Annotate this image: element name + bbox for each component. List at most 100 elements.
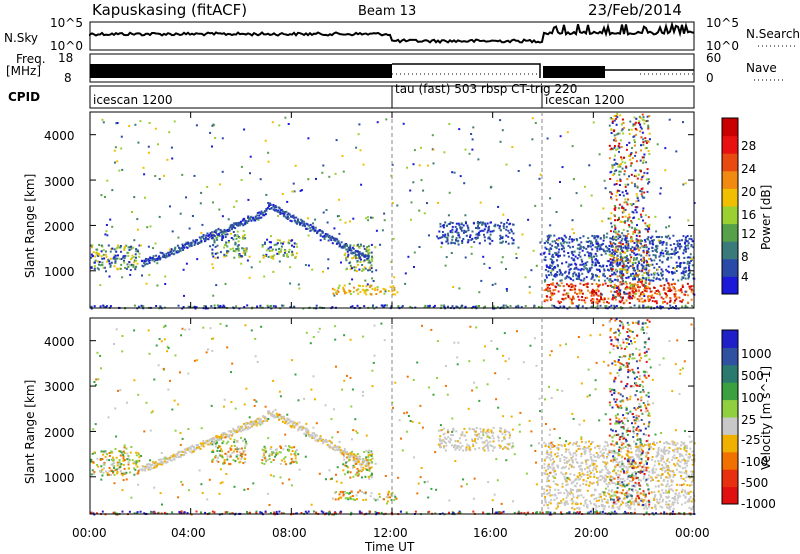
scatter-point <box>610 449 613 452</box>
scatter-point <box>605 461 608 464</box>
scatter-point <box>643 122 646 125</box>
scatter-point <box>110 450 113 453</box>
scatter-point <box>101 261 104 264</box>
scatter-point <box>624 221 626 224</box>
scatter-point <box>639 189 642 192</box>
scatter-point <box>681 454 684 457</box>
scatter-point <box>622 207 625 210</box>
scatter-point <box>676 243 679 246</box>
scatter-point <box>99 470 101 473</box>
scatter-point <box>684 246 687 249</box>
scatter-point <box>631 265 634 268</box>
scatter-point <box>606 492 609 495</box>
scatter-point <box>637 239 640 242</box>
scatter-point <box>657 274 660 276</box>
scatter-point <box>638 450 641 453</box>
scatter-point <box>606 453 609 455</box>
scatter-point <box>111 462 114 465</box>
scatter-point <box>580 452 583 455</box>
scatter-point <box>622 273 625 276</box>
scatter-point <box>670 470 673 473</box>
scatter-point <box>684 461 687 464</box>
scatter-point <box>625 257 628 260</box>
scatter-point <box>498 227 501 230</box>
scatter-point <box>275 209 278 212</box>
scatter-point <box>561 273 564 276</box>
scatter-point <box>658 259 661 262</box>
scatter-point <box>296 245 299 248</box>
scatter-point <box>300 189 303 192</box>
scatter-point <box>489 242 492 245</box>
scatter-point <box>625 189 627 192</box>
scatter-point <box>663 461 666 463</box>
scatter-point <box>471 428 474 430</box>
scatter-point <box>554 453 557 456</box>
scatter-point <box>637 218 640 221</box>
power-cbar-tick-20: 20 <box>741 185 756 199</box>
scatter-point <box>349 248 352 251</box>
scatter-point <box>370 473 373 476</box>
scatter-point <box>277 250 280 253</box>
scatter-point <box>679 264 682 267</box>
scatter-point <box>299 189 302 192</box>
scatter-point <box>261 245 264 248</box>
scatter-point <box>546 480 548 483</box>
scatter-point <box>502 240 504 243</box>
scatter-point <box>638 229 641 232</box>
scatter-point <box>418 246 421 248</box>
scatter-point <box>660 272 662 275</box>
scatter-point <box>660 448 663 451</box>
scatter-point <box>213 235 216 238</box>
scatter-point <box>602 274 605 277</box>
scatter-point <box>566 494 569 497</box>
scatter-point <box>482 229 485 232</box>
scatter-point <box>128 125 131 127</box>
scatter-point <box>589 291 592 294</box>
scatter-point <box>342 170 345 173</box>
scatter-point <box>641 283 644 286</box>
scatter-point <box>618 473 620 476</box>
scatter-point <box>481 229 484 232</box>
scatter-point <box>262 456 265 459</box>
scatter-point <box>113 256 116 259</box>
scatter-point <box>339 218 342 221</box>
scatter-point <box>648 269 651 272</box>
scatter-point <box>591 283 594 285</box>
scatter-point <box>617 165 620 168</box>
scatter-point <box>410 201 413 204</box>
scatter-point <box>580 299 583 302</box>
scatter-point <box>642 284 645 287</box>
scatter-point <box>441 231 444 233</box>
scatter-point <box>602 265 604 268</box>
scatter-point <box>615 238 618 241</box>
scatter-point <box>546 285 549 288</box>
scatter-point <box>355 270 358 273</box>
scatter-point <box>638 120 641 123</box>
scatter-point <box>176 251 179 254</box>
scatter-point <box>616 250 619 253</box>
scatter-point <box>535 264 538 267</box>
scatter-point <box>652 243 655 246</box>
scatter-point <box>690 288 693 291</box>
scatter-point <box>628 295 631 297</box>
scatter-point <box>355 494 358 497</box>
scatter-point <box>363 291 366 294</box>
scatter-point <box>664 450 666 453</box>
scatter-point <box>660 296 663 299</box>
scatter-point <box>580 455 583 458</box>
scatter-point <box>274 455 277 458</box>
scatter-point <box>101 458 104 461</box>
scatter-point <box>568 268 571 271</box>
scatter-point <box>445 444 448 447</box>
scatter-point <box>647 238 650 241</box>
scatter-point <box>445 224 448 227</box>
scatter-point <box>664 462 667 465</box>
scatter-point <box>619 268 621 271</box>
scatter-point <box>656 455 658 457</box>
scatter-point <box>342 288 345 291</box>
scatter-point <box>185 246 188 249</box>
scatter-point <box>316 232 318 235</box>
scatter-point <box>374 246 377 249</box>
scatter-point <box>347 253 350 256</box>
scatter-point <box>348 290 351 293</box>
